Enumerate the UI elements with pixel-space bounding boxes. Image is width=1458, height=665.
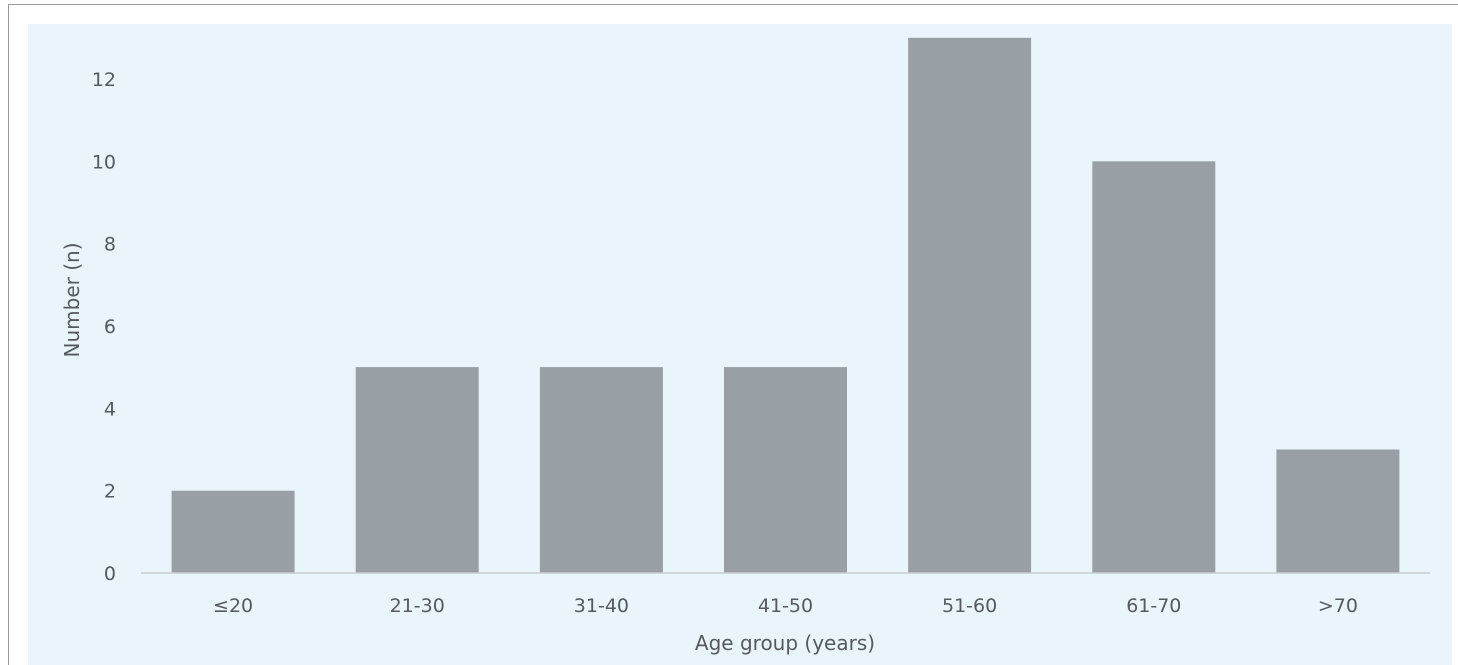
bars-group <box>171 37 1400 574</box>
y-tick-label: 4 <box>104 398 116 420</box>
x-tick-label: 21-30 <box>390 595 445 617</box>
y-tick-label: 8 <box>104 234 116 256</box>
bar-0 <box>171 490 295 573</box>
bar-4 <box>908 37 1032 574</box>
y-axis-title: Number (n) <box>60 243 84 358</box>
x-tick-labels: ≤20 21-30 31-40 41-50 51-60 61-70 >70 <box>213 595 1358 617</box>
x-tick-label: >70 <box>1318 595 1358 617</box>
bar-5 <box>1092 161 1216 574</box>
x-tick-label: 51-60 <box>942 595 997 617</box>
x-tick-label: ≤20 <box>213 595 253 617</box>
y-tick-label: 6 <box>104 316 116 338</box>
y-tick-label: 10 <box>92 151 116 173</box>
x-tick-label: 41-50 <box>758 595 813 617</box>
y-tick-label: 0 <box>104 563 116 585</box>
y-tick-labels: 0 2 4 6 8 10 12 <box>92 69 116 585</box>
bar-1 <box>355 367 479 573</box>
bar-2 <box>539 367 663 573</box>
bar-6 <box>1276 449 1400 573</box>
x-tick-label: 31-40 <box>574 595 629 617</box>
x-tick-label: 61-70 <box>1126 595 1181 617</box>
x-axis-title: Age group (years) <box>695 631 875 655</box>
y-tick-label: 12 <box>92 69 116 91</box>
y-tick-label: 2 <box>104 481 116 503</box>
bar-3 <box>724 367 847 573</box>
